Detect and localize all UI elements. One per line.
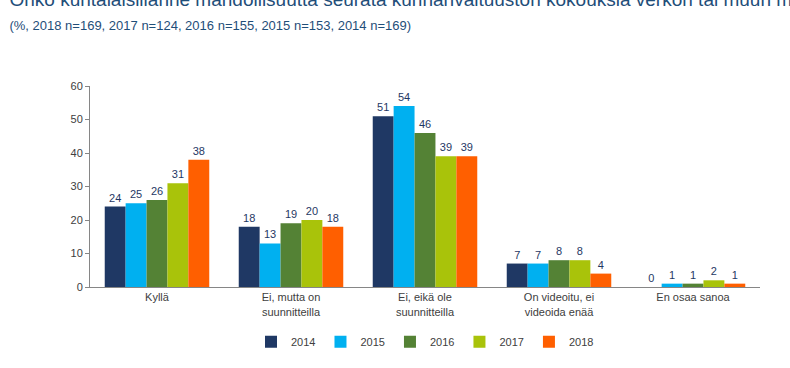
svg-text:31: 31 xyxy=(172,168,184,180)
svg-text:8: 8 xyxy=(556,245,562,257)
svg-text:50: 50 xyxy=(71,113,83,125)
svg-text:60: 60 xyxy=(71,80,83,92)
svg-text:51: 51 xyxy=(377,101,389,113)
svg-text:Ei, mutta onsuunnitteilla: Ei, mutta onsuunnitteilla xyxy=(262,291,321,317)
svg-text:2016: 2016 xyxy=(430,336,454,348)
svg-text:On videoitu, eivideoida enää: On videoitu, eivideoida enää xyxy=(524,291,594,317)
svg-text:10: 10 xyxy=(71,247,83,259)
svg-text:0: 0 xyxy=(648,272,654,284)
svg-text:Ei, eikä olesuunnitteilla: Ei, eikä olesuunnitteilla xyxy=(396,291,455,317)
svg-text:Onko kuntalaisillanne mahdolli: Onko kuntalaisillanne mahdollisuutta seu… xyxy=(9,0,790,33)
svg-text:20: 20 xyxy=(306,205,318,217)
svg-text:2015: 2015 xyxy=(360,336,384,348)
svg-text:39: 39 xyxy=(440,141,452,153)
svg-text:19: 19 xyxy=(285,208,297,220)
svg-text:Kyllä: Kyllä xyxy=(145,291,170,303)
svg-text:24: 24 xyxy=(109,192,121,204)
svg-text:7: 7 xyxy=(514,249,520,261)
svg-text:1: 1 xyxy=(669,269,675,281)
svg-text:2017: 2017 xyxy=(499,336,523,348)
svg-text:26: 26 xyxy=(151,185,163,197)
svg-text:46: 46 xyxy=(419,118,431,130)
svg-text:0: 0 xyxy=(77,281,83,293)
svg-text:54: 54 xyxy=(398,91,410,103)
svg-text:En osaa sanoa: En osaa sanoa xyxy=(656,291,730,303)
svg-text:18: 18 xyxy=(327,212,339,224)
svg-text:38: 38 xyxy=(193,145,205,157)
svg-text:2: 2 xyxy=(711,265,717,277)
svg-text:40: 40 xyxy=(71,147,83,159)
svg-text:2014: 2014 xyxy=(291,336,315,348)
svg-text:7: 7 xyxy=(535,249,541,261)
svg-text:4: 4 xyxy=(598,259,604,271)
svg-text:39: 39 xyxy=(461,141,473,153)
svg-text:1: 1 xyxy=(690,269,696,281)
svg-text:18: 18 xyxy=(243,212,255,224)
svg-text:30: 30 xyxy=(71,180,83,192)
svg-text:25: 25 xyxy=(130,188,142,200)
svg-text:8: 8 xyxy=(577,245,583,257)
svg-text:2018: 2018 xyxy=(569,336,593,348)
svg-text:13: 13 xyxy=(264,228,276,240)
svg-text:20: 20 xyxy=(71,214,83,226)
svg-text:1: 1 xyxy=(732,269,738,281)
